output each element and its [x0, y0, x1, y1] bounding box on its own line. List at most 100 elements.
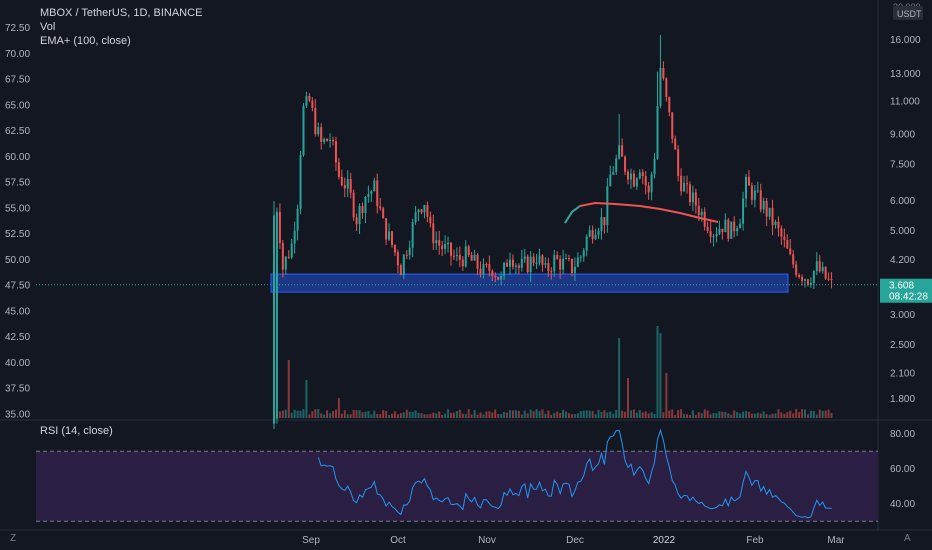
volume-bar — [511, 410, 514, 418]
volume-bar — [771, 413, 774, 418]
candle-body — [476, 254, 479, 269]
auto-scale-toggle[interactable]: A — [904, 533, 911, 544]
volume-bar — [627, 378, 629, 418]
volume-bar — [818, 409, 821, 418]
volume-bar — [494, 409, 497, 418]
volume-bar — [570, 414, 573, 418]
volume-bar — [497, 413, 500, 418]
volume-legend[interactable]: Vol — [40, 21, 56, 33]
candle-body — [509, 259, 511, 267]
candle-body — [591, 230, 594, 240]
candle-body — [278, 211, 281, 243]
volume-bar — [609, 411, 612, 418]
right-axis-tick: 13.000 — [890, 69, 921, 80]
volume-bar — [715, 413, 718, 418]
candle-body — [706, 226, 709, 231]
volume-bar — [718, 411, 721, 418]
volume-bar — [812, 410, 815, 418]
candle-body — [544, 263, 547, 265]
candle-body — [618, 145, 621, 159]
candle-body — [511, 259, 514, 267]
volume-bar — [343, 410, 346, 418]
ema-line — [564, 201, 719, 224]
candle-body — [709, 230, 712, 237]
volume-bar — [697, 412, 700, 418]
candle-body — [402, 254, 405, 276]
volume-bar — [759, 413, 762, 418]
candle-body — [379, 206, 382, 209]
candle-body — [594, 234, 597, 240]
candle-body — [514, 265, 517, 267]
volume-bar — [364, 411, 367, 418]
volume-bar — [585, 410, 588, 418]
ema-legend[interactable]: EMA+ (100, close) — [40, 35, 131, 47]
candle-body — [326, 139, 329, 142]
candle-body — [408, 247, 411, 256]
volume-bar — [565, 411, 568, 418]
candle-body — [665, 78, 668, 98]
volume-bar — [517, 410, 520, 418]
volume-bar — [739, 413, 742, 418]
volume-bar — [703, 409, 706, 418]
candle-body — [361, 205, 364, 214]
volume-bar — [382, 410, 385, 418]
right-axis-tick: 11.000 — [890, 97, 920, 108]
volume-bar — [547, 410, 550, 418]
volume-bar — [379, 414, 382, 418]
volume-bar — [709, 414, 712, 418]
candle-body — [426, 205, 429, 217]
candle-body — [299, 155, 302, 209]
volume-bar — [332, 411, 334, 418]
candle-body — [812, 271, 815, 283]
volume-bar — [756, 412, 759, 418]
candle-body — [367, 194, 370, 197]
volume-bar — [659, 333, 662, 418]
right-axis-tick: 2.100 — [890, 369, 915, 380]
candle-body — [526, 256, 529, 273]
candle-body — [414, 212, 417, 223]
volume-bar — [302, 409, 305, 418]
candle-body — [553, 255, 556, 272]
candle-body — [662, 67, 665, 79]
candle-body — [355, 217, 358, 225]
volume-bar — [653, 413, 656, 418]
volume-bar — [621, 410, 624, 418]
rsi-legend[interactable]: RSI (14, close) — [40, 425, 113, 437]
candle-body — [308, 96, 311, 101]
candle-body — [759, 190, 762, 210]
volume-bar — [367, 410, 370, 418]
candle-body — [405, 254, 408, 256]
candle-body — [562, 258, 565, 270]
volume-bar — [671, 409, 674, 418]
rsi-line — [317, 428, 832, 519]
candle-body — [780, 228, 783, 237]
volume-bar — [414, 410, 417, 418]
candle-body — [804, 279, 806, 281]
candle-body — [317, 127, 320, 135]
time-axis-tick: Oct — [390, 535, 406, 546]
volume-bar — [447, 409, 450, 418]
volume-bar — [780, 412, 783, 418]
candle-body — [715, 234, 718, 237]
candle-body — [638, 172, 641, 179]
candle-body — [786, 239, 789, 249]
candle-body — [756, 190, 759, 192]
candle-body — [671, 112, 674, 139]
volume-bar — [429, 413, 432, 418]
candle-body — [473, 254, 476, 261]
candle-body — [506, 262, 509, 267]
volume-bar — [358, 410, 361, 418]
log-scale-toggle[interactable]: Z — [10, 533, 17, 544]
volume-bar — [798, 412, 801, 418]
time-axis-tick: Mar — [827, 535, 845, 546]
candle-body — [783, 236, 786, 240]
volume-bar — [532, 411, 535, 418]
candle-body — [343, 185, 346, 189]
volume-bar — [352, 409, 355, 418]
candle-body — [724, 219, 727, 233]
right-axis-tick: 7.500 — [890, 160, 915, 171]
symbol-legend[interactable]: MBOX / TetherUS, 1D, BINANCE — [40, 7, 203, 19]
candle-body — [579, 256, 582, 258]
candle-body — [423, 205, 426, 213]
